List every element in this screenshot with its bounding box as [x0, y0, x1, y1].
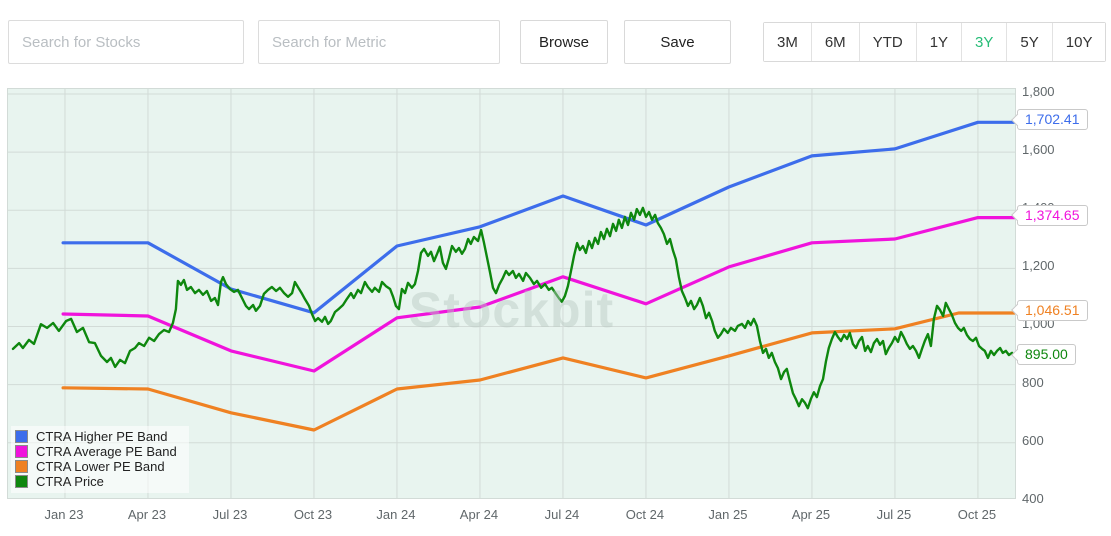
legend-row: CTRA Lower PE Band: [15, 459, 177, 474]
legend-label: CTRA Lower PE Band: [36, 459, 165, 474]
x-axis-label: Apr 24: [459, 507, 499, 522]
last-value-badge-ctra-lower-pe-band: 1,046.51: [1017, 299, 1088, 321]
range-button-3m[interactable]: 3M: [764, 23, 811, 61]
save-button[interactable]: Save: [624, 20, 731, 64]
range-button-1y[interactable]: 1Y: [915, 23, 962, 61]
x-axis-label: Oct 25: [957, 507, 997, 522]
range-button-10y[interactable]: 10Y: [1051, 23, 1106, 61]
y-axis-label: 1,200: [1022, 258, 1055, 274]
x-axis-label: Jul 24: [544, 507, 580, 522]
y-axis-label: 1,600: [1022, 142, 1055, 158]
range-button-3y[interactable]: 3Y: [961, 23, 1007, 61]
series-line-ctra-average-pe-band: [61, 216, 1015, 373]
x-axis-label: Jan 24: [376, 507, 416, 522]
range-button-ytd[interactable]: YTD: [858, 23, 916, 61]
y-axis-label: 800: [1022, 374, 1044, 390]
range-button-5y[interactable]: 5Y: [1006, 23, 1052, 61]
chart-plot-area[interactable]: Stockbit CTRA Higher PE Band CTRA Average…: [7, 88, 1016, 499]
series-line-ctra-price: [11, 206, 1015, 410]
x-axis-label: Apr 25: [791, 507, 831, 522]
last-value-badge-ctra-average-pe-band: 1,374.65: [1017, 204, 1088, 226]
metric-search-input[interactable]: [258, 20, 500, 64]
x-axis-label: Oct 23: [293, 507, 333, 522]
browse-button[interactable]: Browse: [520, 20, 608, 64]
legend-row: CTRA Higher PE Band: [15, 429, 177, 444]
chart-svg: [8, 89, 1015, 498]
legend-label: CTRA Higher PE Band: [36, 429, 168, 444]
legend-swatch-icon: [15, 445, 28, 458]
y-axis-label: 600: [1022, 432, 1044, 448]
legend-label: CTRA Average PE Band: [36, 444, 177, 459]
legend-swatch-icon: [15, 430, 28, 443]
x-axis-label: Oct 24: [625, 507, 665, 522]
x-axis-label: Jul 23: [212, 507, 248, 522]
x-axis-label: Jul 25: [876, 507, 912, 522]
chart-legend: CTRA Higher PE Band CTRA Average PE Band C…: [11, 426, 189, 493]
legend-label: CTRA Price: [36, 474, 104, 489]
last-value-badge-ctra-higher-pe-band: 1,702.41: [1017, 109, 1088, 131]
x-axis-label: Apr 23: [127, 507, 167, 522]
legend-swatch-icon: [15, 475, 28, 488]
time-range-group: 3M 6M YTD 1Y 3Y 5Y 10Y: [763, 22, 1107, 62]
legend-row: CTRA Average PE Band: [15, 444, 177, 459]
y-axis-label: 400: [1022, 490, 1044, 506]
y-axis-label: 1,800: [1022, 83, 1055, 99]
last-value-badge-ctra-price: 895.00: [1017, 344, 1076, 366]
series-line-ctra-lower-pe-band: [61, 311, 1015, 432]
legend-row: CTRA Price: [15, 474, 177, 489]
x-axis-label: Jan 25: [708, 507, 748, 522]
range-button-6m[interactable]: 6M: [810, 23, 859, 61]
legend-swatch-icon: [15, 460, 28, 473]
stock-search-input[interactable]: [8, 20, 244, 64]
x-axis-label: Jan 23: [44, 507, 84, 522]
